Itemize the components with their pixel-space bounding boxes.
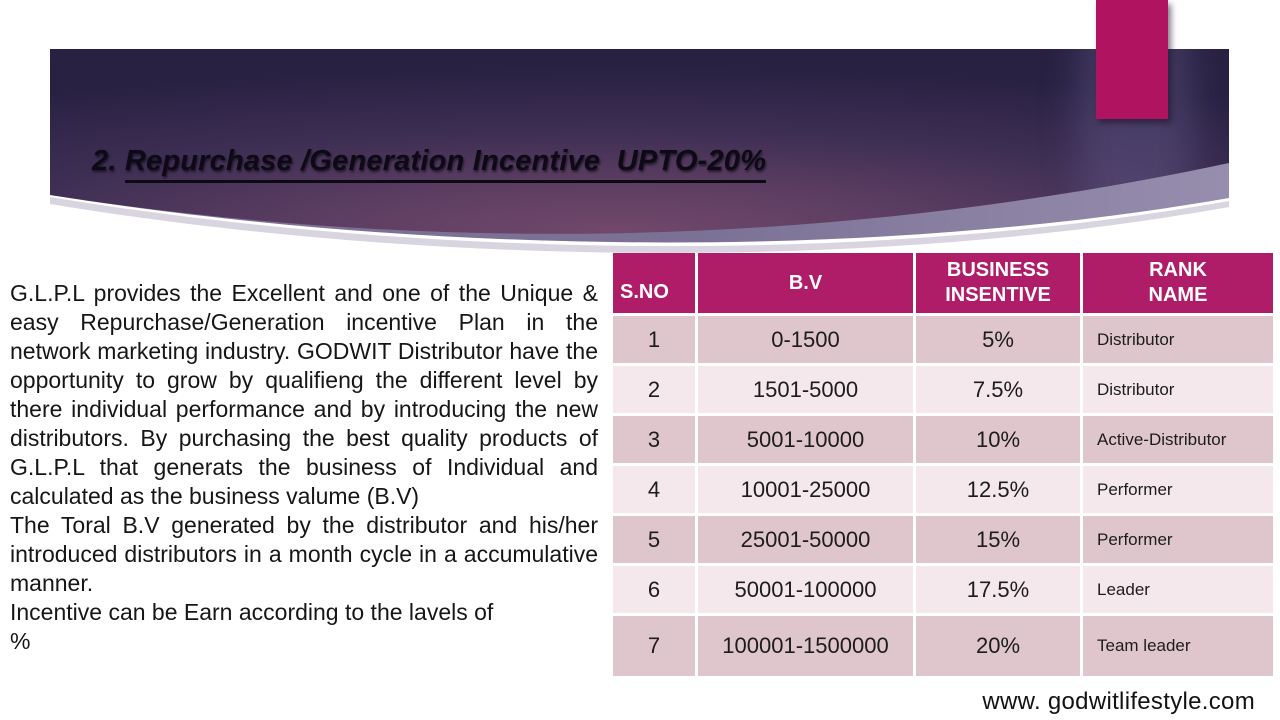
- cell-incentive: 10%: [916, 416, 1080, 463]
- header-banner: [50, 49, 1229, 253]
- table-row: 1 0-1500 5% Distributor: [613, 316, 1273, 363]
- table-row: 5 25001-50000 15% Performer: [613, 516, 1273, 563]
- cell-bv: 1501-5000: [698, 366, 913, 413]
- table-row: 6 50001-100000 17.5% Leader: [613, 566, 1273, 613]
- table-row: 2 1501-5000 7.5% Distributor: [613, 366, 1273, 413]
- cell-sno: 2: [613, 366, 695, 413]
- cell-bv: 25001-50000: [698, 516, 913, 563]
- cell-rank: Performer: [1083, 516, 1273, 563]
- cell-bv: 0-1500: [698, 316, 913, 363]
- body-text: G.L.P.L provides the Excellent and one o…: [10, 279, 598, 656]
- incentive-table: S.NO B.V BUSINESS INSENTIVE RANK NAME 1 …: [610, 250, 1276, 679]
- column-header-incentive: BUSINESS INSENTIVE: [916, 253, 1080, 313]
- cell-incentive: 5%: [916, 316, 1080, 363]
- cell-incentive: 12.5%: [916, 466, 1080, 513]
- table-header-row: S.NO B.V BUSINESS INSENTIVE RANK NAME: [613, 253, 1273, 313]
- column-header-bv: B.V: [698, 253, 913, 313]
- body-paragraph: G.L.P.L provides the Excellent and one o…: [10, 280, 598, 509]
- cell-incentive: 15%: [916, 516, 1080, 563]
- banner-shadow-edge: [50, 197, 1229, 253]
- cell-bv: 10001-25000: [698, 466, 913, 513]
- cell-rank: Distributor: [1083, 366, 1273, 413]
- cell-rank: Performer: [1083, 466, 1273, 513]
- table-row: 3 5001-10000 10% Active-Distributor: [613, 416, 1273, 463]
- cell-incentive: 17.5%: [916, 566, 1080, 613]
- cell-incentive: 20%: [916, 616, 1080, 676]
- column-header-rank: RANK NAME: [1083, 253, 1273, 313]
- cell-sno: 1: [613, 316, 695, 363]
- cell-sno: 5: [613, 516, 695, 563]
- table-row: 4 10001-25000 12.5% Performer: [613, 466, 1273, 513]
- column-header-sno: S.NO: [613, 253, 695, 313]
- slide-title: 2. Repurchase /Generation Incentive UPTO…: [92, 145, 767, 183]
- cell-rank: Distributor: [1083, 316, 1273, 363]
- cell-bv: 5001-10000: [698, 416, 913, 463]
- cell-incentive: 7.5%: [916, 366, 1080, 413]
- body-paragraph: The Toral B.V generated by the distribut…: [10, 512, 598, 596]
- cell-sno: 3: [613, 416, 695, 463]
- title-text: Repurchase /Generation Incentive UPTO-20…: [124, 145, 767, 183]
- cell-rank: Leader: [1083, 566, 1273, 613]
- cell-sno: 6: [613, 566, 695, 613]
- cell-rank: Team leader: [1083, 616, 1273, 676]
- cell-sno: 7: [613, 616, 695, 676]
- website-footer: www. godwitlifestyle.com: [982, 688, 1255, 715]
- cell-sno: 4: [613, 466, 695, 513]
- banner-surface: [50, 49, 1229, 234]
- body-paragraph: Incentive can be Earn according to the l…: [10, 599, 494, 654]
- title-number: 2.: [92, 145, 125, 177]
- cell-rank: Active-Distributor: [1083, 416, 1273, 463]
- cell-bv: 50001-100000: [698, 566, 913, 613]
- accent-tab: [1096, 0, 1168, 119]
- table-row: 7 100001-1500000 20% Team leader: [613, 616, 1273, 676]
- cell-bv: 100001-1500000: [698, 616, 913, 676]
